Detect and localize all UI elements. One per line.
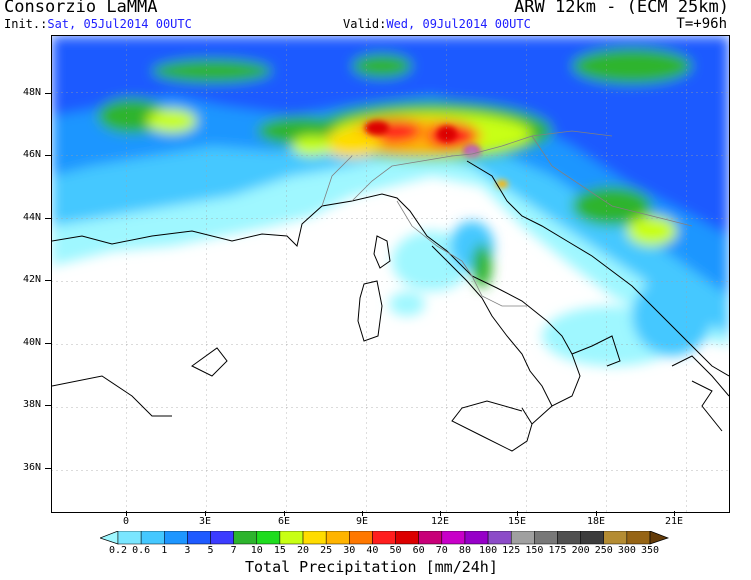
colorbar-swatch [256,531,281,545]
lon-label: 9E [355,516,369,527]
org-title: Consorzio LaMMA [4,0,158,17]
colorbar-tick-label: 10 [250,545,263,556]
colorbar-swatch [302,531,327,545]
graticule [52,36,729,512]
colorbar-swatch [395,531,419,545]
lon-tick [674,511,675,516]
valid-value: Wed, 09Jul2014 00UTC [386,17,531,31]
colorbar-tick-label: 0.2 [108,545,128,556]
lat-label: 38N [23,399,42,410]
colorbar-tick-label: 200 [571,545,590,556]
lat-tick [45,218,51,219]
colorbar-swatch [164,531,188,545]
precip-field [52,36,729,512]
lat-tick [45,93,51,94]
init-time: Init.:Sat, 05Jul2014 00UTC [4,17,192,31]
lat-label: 44N [23,212,42,223]
lon-label: 21E [664,516,684,527]
lead-time: T=+96h [676,16,727,32]
lon-label: 15E [507,516,527,527]
lat-label: 46N [23,149,42,160]
colorbar-tick-label: 3 [184,545,191,556]
lon-tick [205,511,206,516]
colorbar-tick-label: 0.6 [132,545,151,556]
colorbar-tick-label: 125 [502,545,521,556]
colorbar-tick-label: 7 [230,545,237,556]
colorbar-tick-label: 50 [389,545,402,556]
colorbar [100,531,670,545]
colorbar-tick-label: 300 [617,545,636,556]
colorbar-swatch [557,531,581,545]
lat-tick [45,280,51,281]
colorbar-swatch [140,531,165,545]
colorbar-swatch [441,531,466,545]
colorbar-swatch [233,531,258,545]
model-title: ARW 12km - (ECM 25km) [514,0,729,17]
colorbar-swatch [464,531,489,545]
colorbar-swatch [117,531,142,545]
colorbar-tick-label: 20 [297,545,310,556]
lat-tick [45,405,51,406]
colorbar-swatch [487,531,512,545]
colorbar-swatch [349,531,373,545]
colorbar-tick-label: 60 [412,545,425,556]
map-panel [51,35,730,513]
colorbar-tick-label: 175 [548,545,567,556]
colorbar-swatch [626,531,651,545]
lat-tick [45,155,51,156]
lon-tick [362,511,363,516]
lat-tick [45,468,51,469]
colorbar-swatch [279,531,304,545]
colorbar-tick-label: 150 [525,545,544,556]
colorbar-tick-label: 15 [273,545,286,556]
lat-tick [45,343,51,344]
colorbar-tick-label: 350 [640,545,660,556]
lon-tick [517,511,518,516]
lat-label: 40N [23,337,42,348]
lon-tick [440,511,441,516]
lon-label: 6E [277,516,291,527]
colorbar-tick-label: 1 [161,545,168,556]
borders [321,130,693,307]
colorbar-tick-label: 70 [435,545,448,556]
colorbar-swatch [603,531,628,545]
colorbar-swatch [580,531,604,545]
lon-tick [126,511,127,516]
colorbar-tick-label: 250 [594,545,613,556]
valid-label: Valid: [343,17,387,31]
init-label: Init.: [4,17,48,31]
lon-label: 12E [430,516,450,527]
lon-tick [284,511,285,516]
lon-label: 3E [198,516,212,527]
lon-tick [596,511,597,516]
colorbar-swatch [372,531,396,545]
colorbar-max-arrow [649,531,670,545]
colorbar-tick-label: 30 [343,545,356,556]
colorbar-min-arrow [100,531,119,545]
colorbar-tick-label: 25 [320,545,333,556]
lon-label: 18E [586,516,606,527]
colorbar-tick-label: 5 [207,545,214,556]
lat-label: 42N [23,274,42,285]
colorbar-tick-label: 40 [366,545,379,556]
colorbar-swatch [210,531,234,545]
lat-label: 48N [23,87,42,98]
colorbar-swatch [510,531,535,545]
colorbar-tick-label: 100 [479,545,498,556]
valid-time: Valid:Wed, 09Jul2014 00UTC [343,17,531,31]
lon-label: 0 [122,516,130,527]
init-value: Sat, 05Jul2014 00UTC [47,17,192,31]
lat-label: 36N [23,462,42,473]
colorbar-swatch [187,531,211,545]
colorbar-swatch [418,531,443,545]
colorbar-swatch [325,531,350,545]
colorbar-title: Total Precipitation [mm/24h] [245,558,498,576]
colorbar-tick-label: 80 [458,545,471,556]
colorbar-swatch [534,531,558,545]
